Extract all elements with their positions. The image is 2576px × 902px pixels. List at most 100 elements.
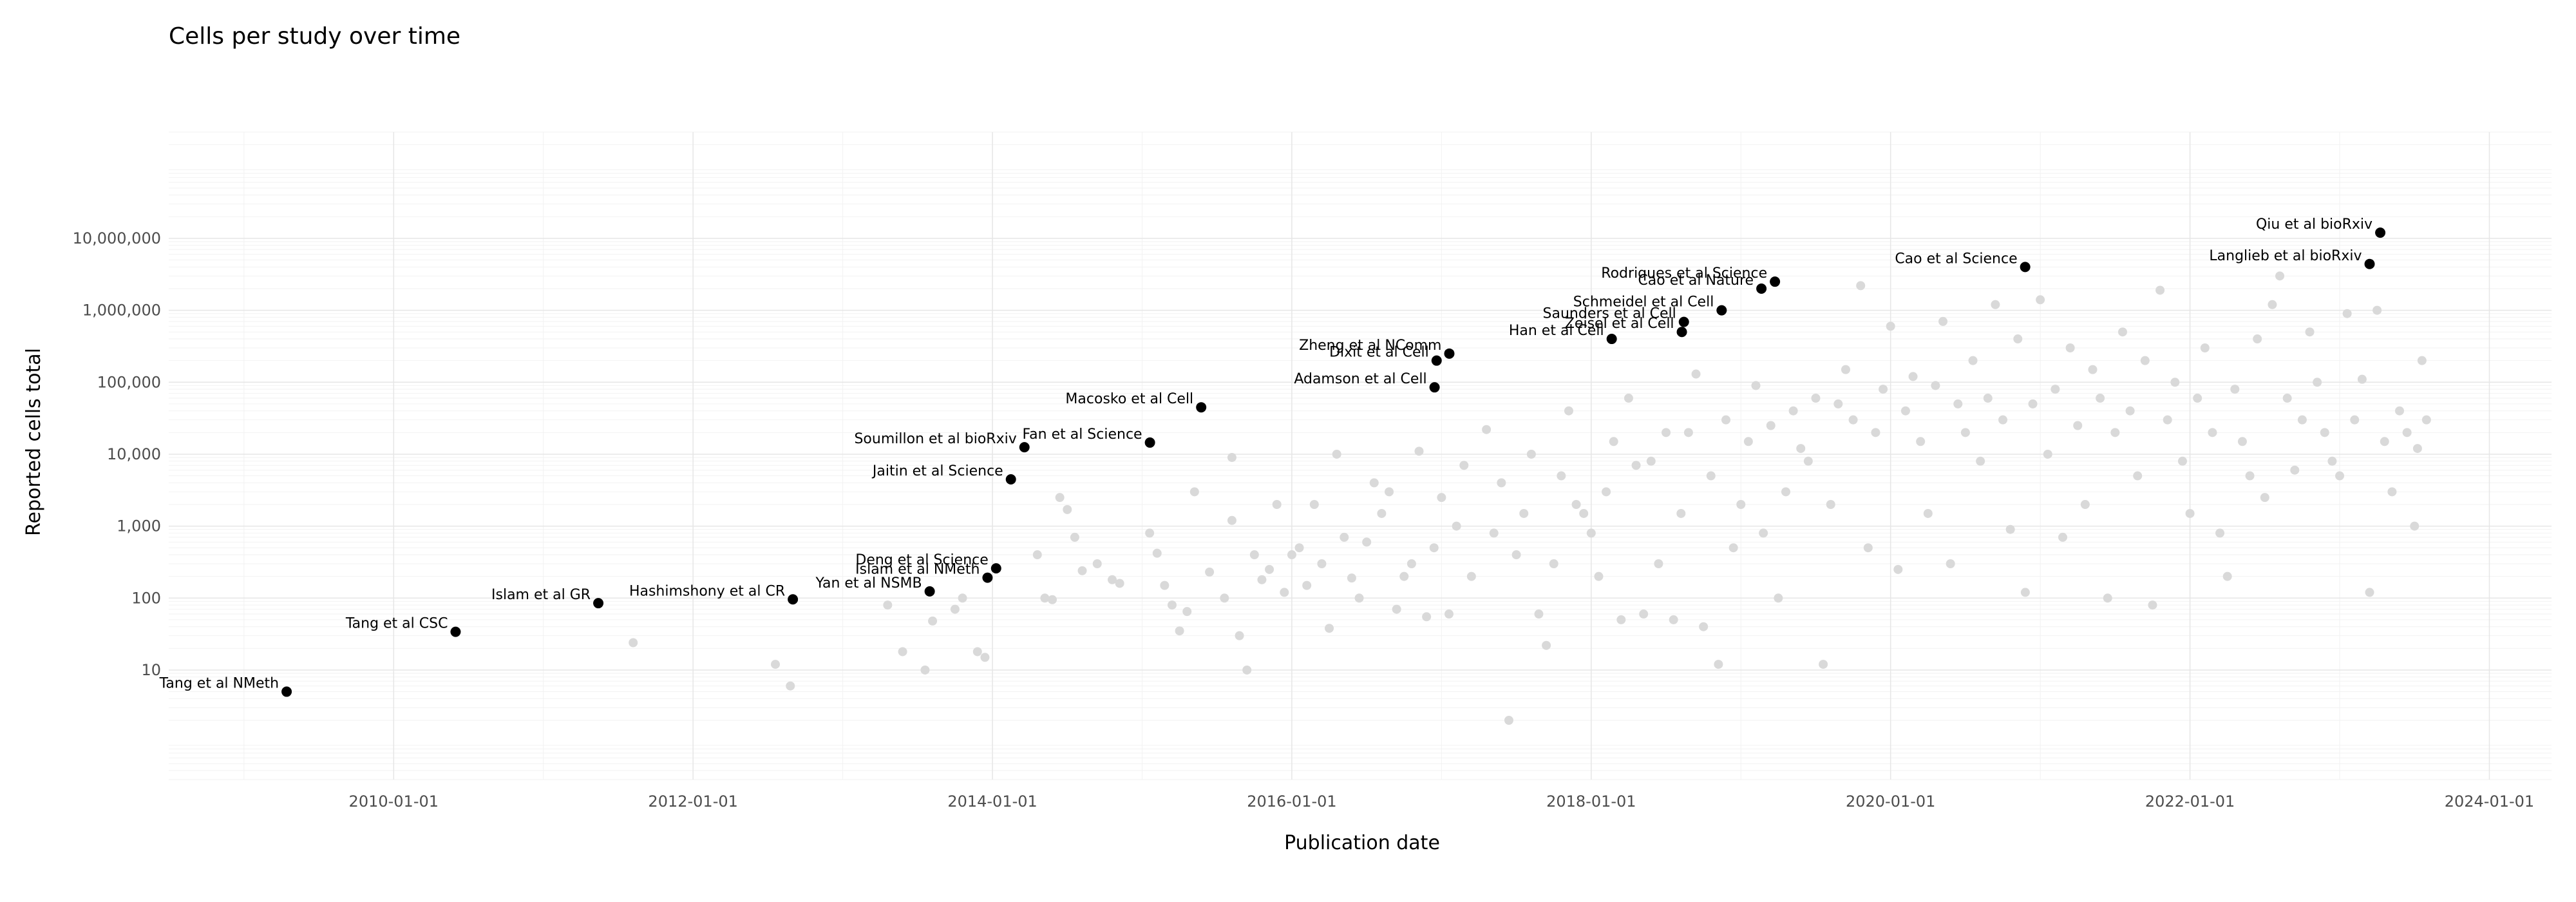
data-point	[1115, 579, 1124, 588]
highlighted-points	[281, 227, 2386, 697]
x-tick-label: 2024-01-01	[2445, 792, 2534, 811]
data-point	[2372, 305, 2382, 315]
data-point	[1803, 456, 1813, 466]
data-point	[1459, 461, 1469, 470]
point-label: Zeisel et al Cell	[1565, 316, 1674, 332]
data-point	[1287, 550, 1296, 560]
data-point	[1819, 660, 1828, 669]
data-point	[1721, 415, 1731, 425]
data-point	[2036, 295, 2045, 305]
data-point	[1399, 571, 1409, 581]
highlighted-point	[1756, 283, 1767, 294]
data-point	[1571, 499, 1581, 509]
data-point	[2193, 394, 2202, 403]
point-label: Jaitin et al Science	[871, 463, 1003, 479]
data-point	[2110, 428, 2120, 437]
point-label: Zheng et al NComm	[1299, 338, 1441, 354]
data-point	[2245, 471, 2255, 481]
data-point	[2208, 428, 2217, 437]
x-axis-title: Publication date	[1284, 832, 1440, 854]
point-label: Islam et al NMeth	[855, 562, 980, 578]
data-point	[1602, 487, 1611, 497]
data-point	[1908, 372, 1918, 381]
data-point	[2005, 524, 2015, 534]
data-point	[1542, 640, 1551, 650]
data-point	[2125, 406, 2135, 416]
data-point	[2222, 571, 2232, 581]
data-point	[2065, 343, 2075, 352]
data-point	[2043, 449, 2052, 459]
data-point	[2282, 394, 2292, 403]
data-point	[2402, 428, 2412, 437]
data-point	[1317, 559, 1327, 568]
highlighted-point	[1444, 348, 1455, 359]
data-point	[1579, 508, 1589, 518]
data-point	[1265, 564, 1274, 574]
data-point	[1429, 543, 1439, 553]
data-point	[1332, 449, 1341, 459]
data-point	[1235, 631, 1244, 640]
data-point	[920, 665, 930, 675]
data-point	[1676, 508, 1686, 518]
highlighted-point	[1676, 327, 1687, 338]
point-label: Macosko et al Cell	[1065, 391, 1193, 407]
data-point	[1728, 543, 1738, 553]
y-tick-label: 100,000	[97, 373, 161, 391]
data-point	[2417, 356, 2427, 365]
data-point	[1879, 385, 1888, 394]
point-label: Dixit et al Cell	[1329, 345, 1429, 361]
data-point	[2305, 327, 2315, 337]
point-label: Yan et al NSMB	[815, 575, 922, 591]
data-point	[1482, 425, 1492, 434]
highlighted-point	[2020, 262, 2031, 273]
data-point	[2260, 493, 2269, 503]
point-label: Islam et al GR	[491, 587, 591, 603]
highlighted-point	[788, 594, 799, 605]
data-point	[2028, 399, 2038, 408]
data-point	[1220, 593, 1229, 603]
data-point	[1938, 316, 1948, 326]
data-point	[1167, 600, 1177, 610]
data-point	[2335, 471, 2345, 481]
data-point	[1406, 559, 1416, 568]
data-point	[2177, 456, 2187, 466]
data-point	[972, 647, 982, 657]
data-point	[1182, 607, 1192, 617]
highlighted-point	[1770, 276, 1781, 287]
highlighted-point	[450, 626, 461, 637]
data-point	[1826, 499, 1835, 509]
data-point	[1466, 571, 1476, 581]
data-point	[1706, 471, 1716, 481]
data-point	[1489, 528, 1499, 538]
highlighted-point	[1716, 305, 1727, 316]
data-point	[1848, 415, 1858, 425]
data-point	[1294, 543, 1304, 553]
data-point	[1227, 453, 1236, 463]
data-point	[2058, 532, 2068, 542]
data-point	[1923, 508, 1933, 518]
data-point	[2275, 271, 2285, 281]
data-point	[1504, 715, 1513, 725]
data-point	[1063, 504, 1072, 514]
point-label: Langlieb et al bioRxiv	[2209, 248, 2362, 264]
point-label: Fan et al Science	[1023, 427, 1142, 443]
data-point	[2380, 437, 2389, 446]
data-point	[2013, 334, 2023, 344]
data-point	[1893, 564, 1903, 574]
point-label: Rodriques et al Science	[1601, 265, 1767, 282]
data-point	[1646, 456, 1656, 466]
point-label: Qiu et al bioRxiv	[2256, 216, 2372, 233]
data-point	[1743, 437, 1753, 446]
point-label: Tang et al CSC	[345, 616, 448, 632]
point-label: Deng et al Science	[855, 552, 988, 568]
data-point	[1788, 406, 1798, 416]
point-label: Hashimshony et al CR	[629, 583, 785, 599]
data-point	[1032, 550, 1042, 560]
data-point	[1976, 456, 1985, 466]
point-label: Adamson et al Cell	[1294, 371, 1426, 387]
data-point	[1189, 487, 1199, 497]
data-point	[1781, 487, 1790, 497]
highlighted-point	[990, 563, 1001, 574]
data-point	[1609, 437, 1618, 446]
